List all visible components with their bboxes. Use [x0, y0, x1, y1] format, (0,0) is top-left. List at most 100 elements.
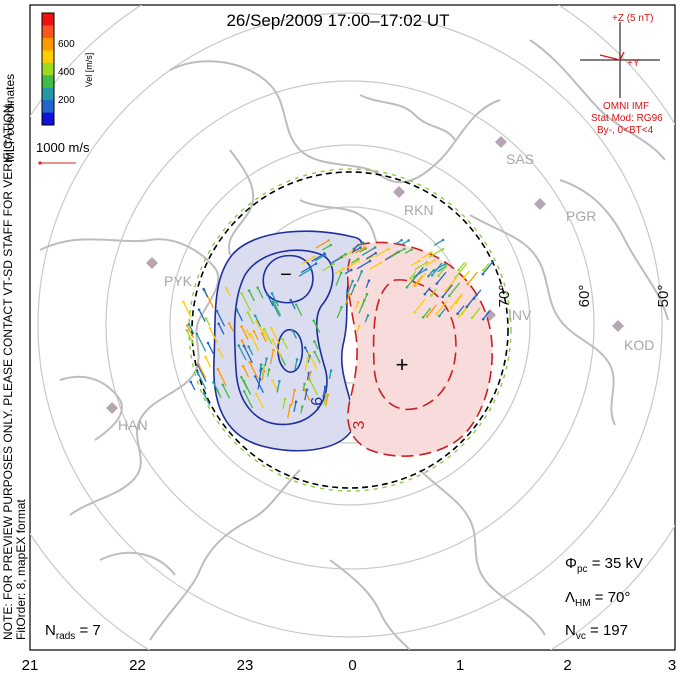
velocity-vector-origin	[196, 370, 199, 374]
velocity-vector-origin	[270, 292, 274, 295]
velocity-vector-origin	[462, 276, 465, 280]
velocity-vector	[243, 380, 252, 395]
velocity-vector	[261, 370, 265, 381]
velocity-vector-origin	[307, 351, 311, 355]
velocity-vector-origin	[312, 255, 316, 259]
mlt-tick-0: 0	[348, 657, 356, 674]
mlt-tick-22: 22	[129, 657, 146, 674]
mlt-tick-2: 2	[563, 657, 571, 674]
velocity-vector-origin	[308, 354, 311, 358]
velocity-vector	[270, 327, 280, 344]
velocity-vector-origin	[457, 315, 461, 318]
station-label-sas: SAS	[506, 151, 534, 167]
velocity-vector-origin	[353, 283, 357, 287]
velocity-vector-origin	[242, 390, 246, 393]
mlt-tick-3: 3	[668, 657, 676, 674]
velocity-vector-origin	[424, 268, 428, 271]
velocity-vector	[279, 355, 287, 366]
velocity-vector	[455, 294, 463, 304]
velocity-vector	[304, 389, 308, 401]
station-label-pgr: PGR	[566, 208, 596, 224]
velocity-vector	[338, 253, 346, 259]
velocity-vector	[437, 266, 446, 273]
velocity-vector-origin	[185, 324, 189, 327]
velocity-vector-origin	[303, 382, 306, 386]
velocity-vector-origin	[340, 305, 343, 309]
velocity-vector	[346, 260, 359, 269]
velocity-vector-origin	[263, 327, 266, 331]
station-marker-kod	[612, 320, 624, 332]
velocity-vector	[276, 381, 281, 393]
station-label-han: HAN	[118, 417, 148, 433]
velocity-vector-origin	[216, 368, 220, 371]
velocity-vector-origin	[449, 306, 453, 309]
velocity-vector-origin	[202, 287, 205, 291]
velocity-vector-origin	[240, 339, 244, 343]
preview-note: NOTE: FOR PREVIEW PURPOSES ONLY. PLEASE …	[1, 101, 28, 640]
velocity-vector-origin	[227, 322, 231, 325]
velocity-vector	[411, 260, 420, 267]
velocity-vector-origin	[187, 322, 191, 326]
velocity-vector-origin	[204, 317, 208, 320]
velocity-vector-origin	[425, 261, 429, 264]
velocity-vector-origin	[295, 358, 299, 361]
velocity-vector	[273, 302, 282, 316]
velocity-vector	[421, 251, 432, 259]
velocity-vector-origin	[215, 309, 219, 313]
velocity-color-scale: 600 400 200 Vel [m/s]	[41, 12, 94, 126]
contour-value-positive: 3	[351, 420, 368, 429]
velocity-vector	[205, 357, 212, 368]
velocity-vector-origin	[197, 308, 201, 311]
velocity-vector-origin	[306, 357, 309, 360]
velocity-vector-origin	[182, 300, 185, 304]
velocity-vector	[414, 261, 428, 271]
velocity-vector	[321, 244, 332, 251]
velocity-vector-origin	[357, 257, 360, 261]
velocity-vector-origin	[357, 259, 360, 263]
color-scale-tick-600: 600	[58, 39, 75, 50]
velocity-vector-origin	[253, 314, 257, 317]
velocity-vector	[352, 242, 364, 250]
velocity-vector-origin	[430, 273, 434, 277]
velocity-vector	[300, 263, 317, 274]
velocity-vector-origin	[267, 368, 271, 371]
velocity-vector	[311, 253, 325, 262]
velocity-vector	[344, 294, 351, 306]
imf-z-label: +Z (5 nT)	[612, 13, 653, 24]
velocity-vector	[361, 293, 368, 308]
velocity-vector-origin	[379, 261, 383, 265]
velocity-vector	[438, 308, 446, 317]
reference-vector-label: 1000 m/s	[36, 140, 90, 155]
velocity-vector	[401, 239, 409, 246]
velocity-vector	[243, 391, 254, 409]
velocity-vector	[314, 351, 321, 364]
velocity-vector-origin	[373, 246, 377, 249]
velocity-vector	[228, 323, 234, 332]
positive-potential-cell	[346, 241, 493, 457]
color-scale-tick-400: 400	[58, 67, 75, 78]
velocity-vector-origin	[323, 385, 327, 389]
velocity-vector-origin	[342, 267, 345, 270]
velocity-vector-origin	[260, 332, 264, 335]
color-scale-block	[42, 37, 54, 51]
positive-extremum-marker: +	[396, 352, 409, 377]
station-marker-pgr	[534, 198, 546, 210]
velocity-vector-origin	[430, 251, 433, 254]
imf-source: OMNI IMF	[603, 101, 649, 112]
velocity-vector	[314, 254, 326, 262]
velocity-vector-origin	[360, 270, 363, 273]
velocity-vector	[335, 272, 342, 286]
imf-model: Stat Mod: RG96	[591, 113, 663, 124]
velocity-vector	[240, 326, 249, 340]
velocity-vector	[365, 252, 377, 260]
velocity-vector-origin	[437, 274, 440, 278]
lat-label-60: 60°	[576, 285, 593, 308]
velocity-vector	[335, 267, 345, 274]
velocity-vector	[281, 338, 288, 350]
velocity-vector	[261, 329, 269, 341]
velocity-vector	[254, 315, 262, 327]
velocity-vector	[445, 277, 457, 292]
velocity-vector	[471, 307, 481, 319]
velocity-vector	[467, 271, 478, 285]
velocity-vector	[258, 368, 263, 381]
